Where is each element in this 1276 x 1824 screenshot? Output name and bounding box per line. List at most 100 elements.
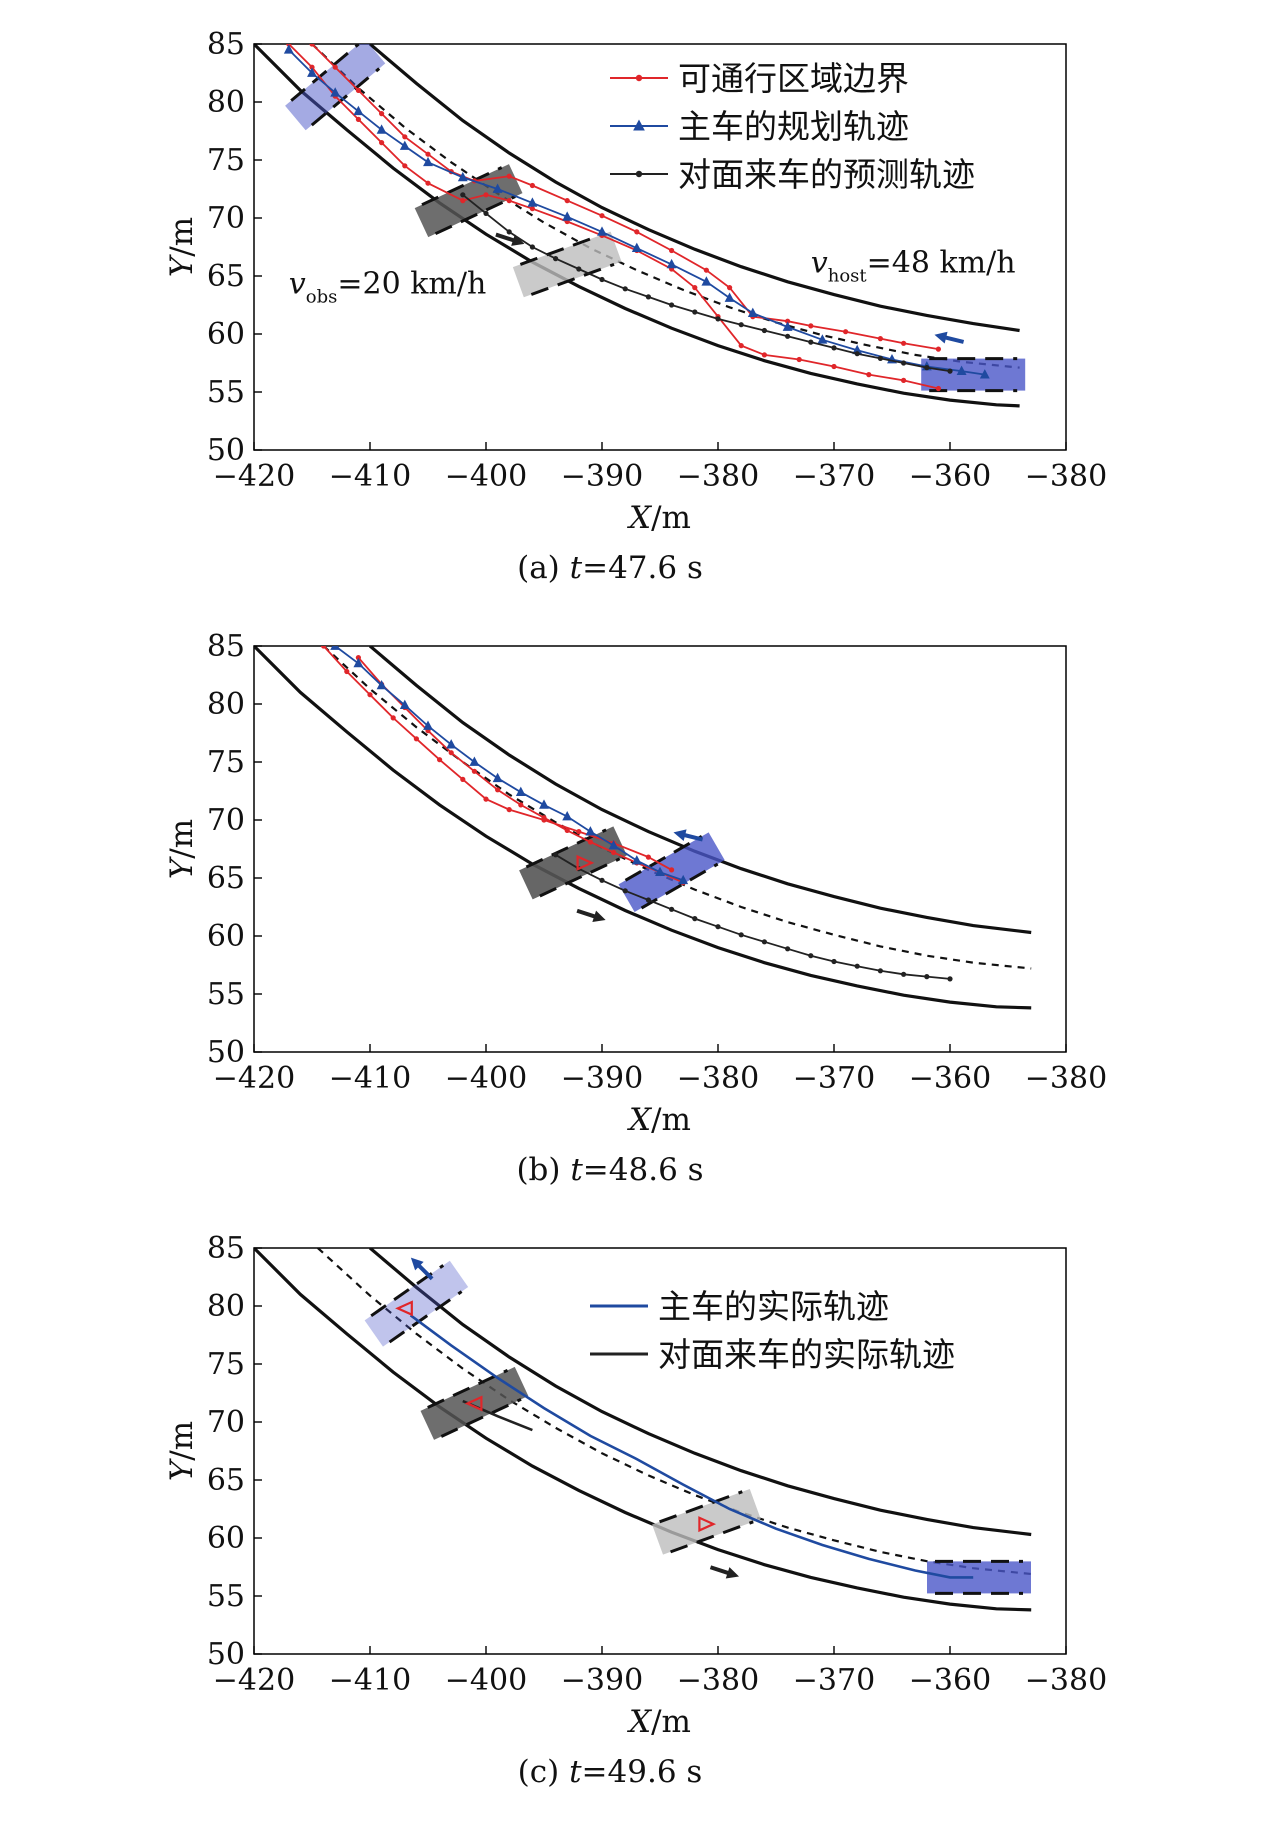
x-tick-label: −390 — [561, 1663, 643, 1698]
legend-swatch-marker — [633, 119, 645, 131]
series-point — [761, 939, 768, 945]
plot-frame — [253, 645, 1067, 1053]
arrow-shaft — [576, 908, 597, 919]
vehicle-heading-marker — [395, 1300, 413, 1317]
series-point — [495, 787, 501, 793]
vehicle-heading-marker — [576, 854, 595, 871]
series-point — [669, 867, 675, 873]
series-point — [831, 363, 837, 370]
series-point — [785, 946, 791, 952]
vehicle-wheel-line — [388, 1290, 463, 1344]
series-point — [506, 173, 512, 179]
y-tick-label: 75 — [207, 1347, 245, 1382]
vehicle-wheel-line — [659, 1490, 743, 1524]
series-point — [332, 64, 338, 70]
series-point — [353, 105, 364, 116]
arrow-head — [725, 1567, 740, 1579]
x-tick-label: −420 — [213, 459, 295, 494]
series-point — [655, 866, 665, 877]
y-tick-label: 65 — [207, 259, 245, 294]
y-tick-label: 85 — [207, 1231, 245, 1266]
road-edge-line — [368, 44, 1020, 333]
series-line — [462, 194, 951, 372]
series-point — [330, 87, 341, 97]
series-point — [817, 334, 828, 344]
series-point — [866, 372, 872, 378]
x-tick-label: −400 — [445, 459, 527, 494]
series-point — [309, 64, 315, 70]
x-tick-label: −360 — [909, 1061, 991, 1096]
series-point — [460, 192, 466, 198]
series-point — [808, 339, 814, 345]
series-point — [321, 646, 327, 649]
road-edge-line — [254, 646, 1032, 1010]
y-tick-label: 70 — [207, 1405, 245, 1440]
panel-caption: (b) t=48.6 s — [516, 1152, 703, 1188]
series-point — [599, 276, 605, 283]
x-tick-label: −380 — [1025, 459, 1107, 494]
series-line — [288, 44, 939, 390]
chart-panel-c: 50 55 60 65 70 75 80 85 −420 −410 −400 −390 −380 −370… — [164, 1231, 1107, 1790]
series-point — [425, 151, 431, 157]
series-point — [344, 668, 350, 675]
series-point — [703, 267, 710, 273]
series-point — [390, 715, 396, 721]
vehicle-wheel-line — [290, 44, 360, 102]
series-point — [587, 839, 594, 845]
y-tick-label: 65 — [207, 861, 245, 896]
series-point — [901, 360, 907, 366]
x-axis-label: X/m — [627, 1102, 691, 1138]
y-tick-label: 55 — [207, 1579, 245, 1614]
x-tick-label: −380 — [1025, 1663, 1107, 1698]
vehicle-body — [420, 1366, 529, 1440]
motion-arrow — [495, 232, 525, 246]
vehicle-wheel-line — [624, 835, 703, 882]
series-point — [956, 365, 967, 375]
y-tick-label: 70 — [207, 803, 245, 838]
chart-panel-b: 50 55 60 65 70 75 80 85 −420 −410 −400 −390 −380 −370… — [164, 629, 1107, 1188]
series-point — [376, 679, 387, 690]
series-point — [355, 655, 361, 661]
series-point — [423, 720, 433, 730]
series-point — [738, 932, 744, 938]
series-point — [423, 156, 433, 167]
vehicle-wheel-line — [640, 862, 719, 910]
series-point — [506, 198, 512, 204]
y-tick-label: 65 — [207, 1463, 245, 1498]
y-tick-label: 80 — [207, 85, 245, 120]
series-point — [483, 796, 489, 802]
x-tick-label: −410 — [329, 1663, 411, 1698]
legend-label: 主车的规划轨迹 — [678, 107, 909, 146]
x-tick-label: −400 — [445, 1663, 527, 1698]
y-tick-label: 50 — [207, 433, 245, 468]
series-point — [796, 356, 802, 363]
series-point — [877, 336, 884, 342]
series-line — [334, 646, 684, 882]
series-point — [692, 285, 698, 291]
x-tick-label: −360 — [909, 1663, 991, 1698]
series-point — [585, 826, 596, 836]
series-point — [553, 256, 559, 262]
series-point — [283, 44, 294, 54]
series-point — [715, 316, 721, 322]
x-tick-label: −380 — [677, 1061, 759, 1096]
vehicle-host — [921, 357, 1026, 393]
series-point — [529, 206, 536, 212]
y-tick-label: 75 — [207, 745, 245, 780]
series-point — [541, 817, 547, 823]
y-tick-label: 50 — [207, 1035, 245, 1070]
x-tick-label: −370 — [793, 459, 875, 494]
series-point — [669, 247, 675, 254]
series-point — [669, 302, 675, 308]
series-point — [515, 786, 526, 797]
series-point — [506, 807, 512, 813]
series-point — [576, 266, 582, 272]
series-point — [854, 351, 860, 357]
vehicle-host-future — [285, 44, 386, 131]
series-line — [288, 49, 985, 376]
series-point — [785, 318, 791, 324]
series-point — [471, 768, 477, 774]
series-point — [599, 213, 605, 219]
series-point — [492, 772, 503, 783]
y-tick-label: 85 — [207, 27, 245, 62]
